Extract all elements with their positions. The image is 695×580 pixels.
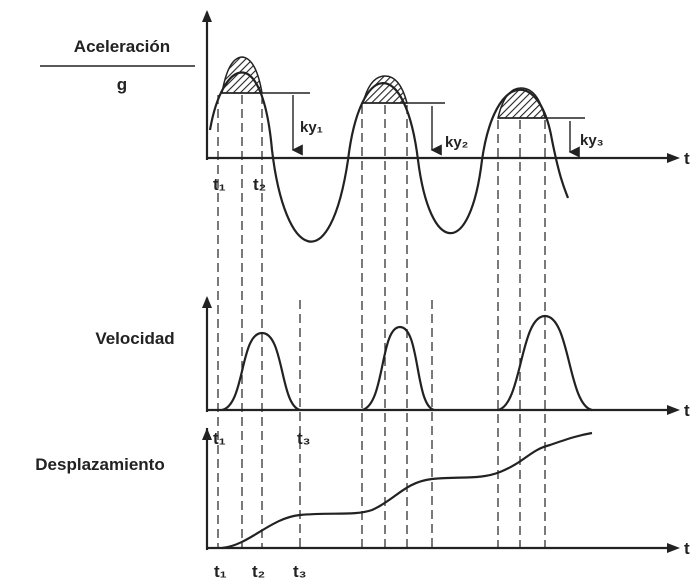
tick-label: t₃ [297, 429, 311, 448]
acceleration-label: Aceleración [74, 37, 170, 56]
threshold-label: ky₁ [300, 119, 323, 136]
tick-label: t₁ [213, 175, 226, 194]
axis-label: t [684, 149, 690, 168]
axis-label: t [684, 539, 690, 558]
acceleration-denominator: g [117, 75, 127, 94]
tick-label: t₁ [214, 562, 227, 580]
displacement-panel: Desplazamiento t t₁ t₃ t₁ t₂ t₃ [35, 428, 690, 580]
threshold-label: ky₃ [580, 132, 604, 149]
acceleration-panel: Aceleración g t t₁ t₂ ky₁ ky₂ ky₃ [40, 10, 690, 243]
guide-lines [217, 95, 546, 548]
threshold-label: ky₂ [445, 134, 468, 151]
tick-label: t₃ [293, 562, 307, 580]
velocity-label: Velocidad [95, 329, 174, 348]
axis-label: t [684, 401, 690, 420]
tick-label: t₁ [213, 429, 226, 448]
tick-label: t₂ [253, 175, 266, 194]
displacement-label: Desplazamiento [35, 455, 164, 474]
tick-label: t₂ [252, 562, 265, 580]
velocity-panel: Velocidad t [95, 296, 690, 420]
